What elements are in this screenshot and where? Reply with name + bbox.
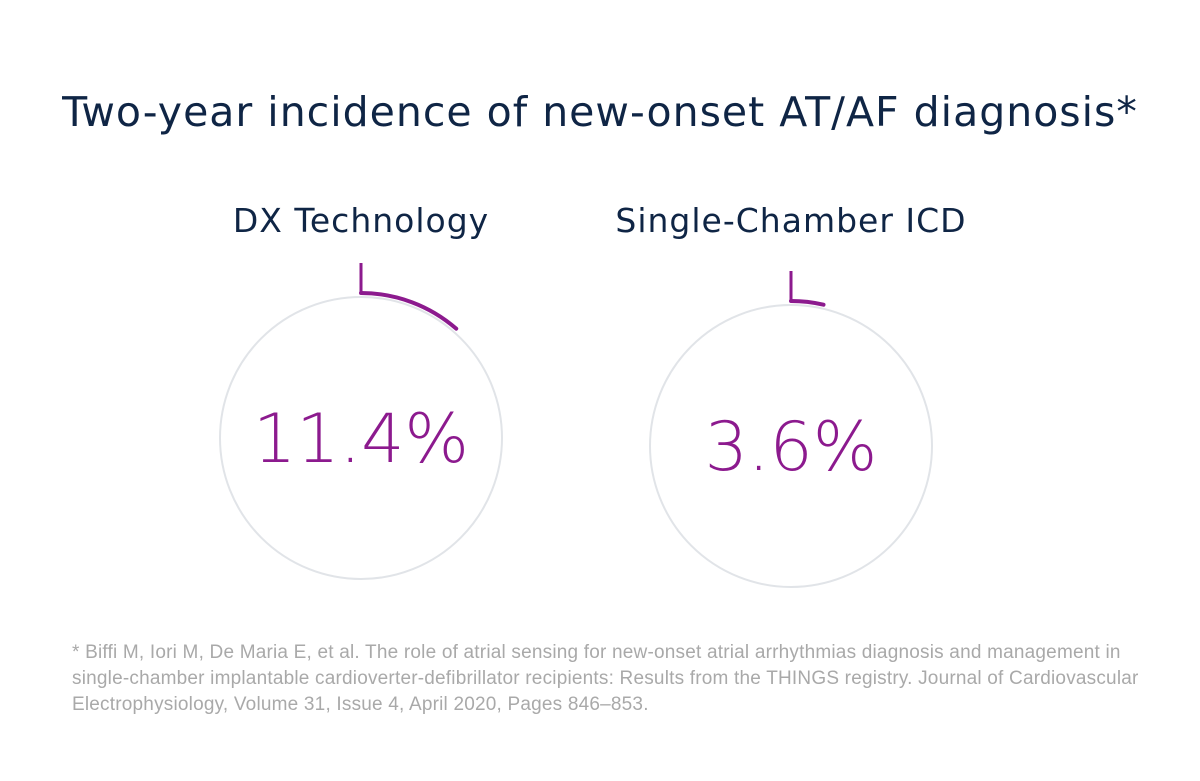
- value-label: 11.4%: [253, 400, 469, 479]
- gauge-dx-technology: DX Technology 11.4%: [219, 201, 503, 580]
- chart-title: Two-year incidence of new-onset AT/AF di…: [62, 88, 1138, 136]
- series-label: Single-Chamber ICD: [615, 201, 966, 240]
- gauge-single-chamber-icd: Single-Chamber ICD 3.6%: [615, 201, 966, 588]
- gauge-track: [649, 304, 933, 588]
- value-label: 3.6%: [705, 408, 878, 487]
- gauge-value-arc: [359, 291, 459, 331]
- footnote-citation: * Biffi M, Iori M, De Maria E, et al. Th…: [72, 642, 1139, 715]
- gauge-track: [219, 296, 503, 580]
- series-label: DX Technology: [233, 201, 489, 240]
